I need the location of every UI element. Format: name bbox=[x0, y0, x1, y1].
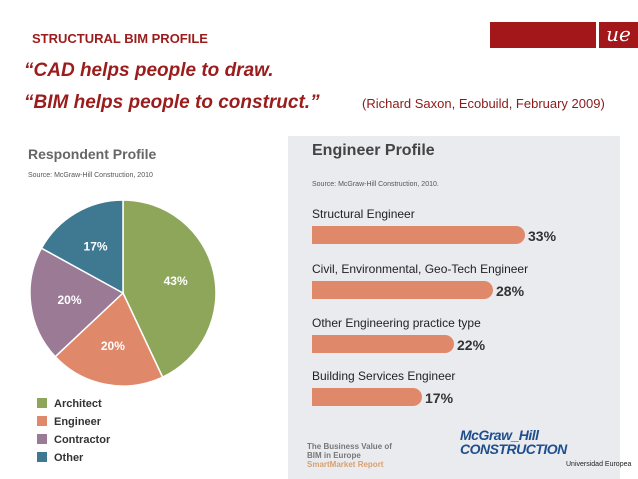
report-line-2: BIM in Europe bbox=[307, 451, 361, 460]
pie-slice-engineer bbox=[54, 291, 164, 387]
publisher-logo: McGraw_Hill CONSTRUCTION bbox=[460, 428, 567, 456]
report-line-1: The Business Value of bbox=[307, 442, 392, 451]
pie-label-architect: 43% bbox=[164, 274, 188, 288]
respondent-profile-title: Respondent Profile bbox=[28, 146, 157, 162]
bar-category-label: Structural Engineer bbox=[312, 207, 415, 221]
pie-slice-other bbox=[40, 199, 124, 295]
pie-label-engineer: 20% bbox=[101, 339, 125, 353]
slide-title: STRUCTURAL BIM PROFILE bbox=[32, 31, 208, 46]
bar-category-label: Civil, Environmental, Geo-Tech Engineer bbox=[312, 262, 529, 276]
bar-structural-engineer bbox=[312, 226, 525, 244]
report-line-3: SmartMarket Report bbox=[307, 460, 384, 469]
legend-label-architect: Architect bbox=[54, 398, 102, 410]
quote-line-2: “BIM helps people to construct.” bbox=[24, 92, 320, 113]
bar-value-label: 33% bbox=[528, 228, 557, 244]
legend-swatch-architect bbox=[37, 398, 47, 408]
pie-slice-architect bbox=[122, 199, 217, 379]
bar-value-label: 22% bbox=[457, 337, 486, 353]
header-bar bbox=[490, 22, 596, 48]
quote-line-1: “CAD helps people to draw. bbox=[24, 60, 274, 81]
bar-building-services bbox=[312, 388, 422, 406]
legend-swatch-engineer bbox=[37, 416, 47, 426]
publisher-line-1: McGraw_Hill bbox=[460, 427, 539, 443]
bar-value-label: 28% bbox=[496, 283, 525, 299]
publisher-line-2: CONSTRUCTION bbox=[460, 441, 567, 457]
respondent-profile-source: Source: McGraw-Hill Construction, 2010 bbox=[28, 172, 153, 179]
legend-swatch-contractor bbox=[37, 434, 47, 444]
legend-label-other: Other bbox=[54, 452, 84, 464]
report-name: The Business Value of BIM in Europe Smar… bbox=[307, 442, 417, 469]
bar-value-label: 17% bbox=[425, 390, 454, 406]
respondent-pie-chart: 43% 20% 20% 17% bbox=[29, 199, 217, 387]
pie-label-contractor: 20% bbox=[57, 293, 81, 307]
legend-label-engineer: Engineer bbox=[54, 416, 102, 428]
legend-item-other: Other bbox=[37, 452, 83, 466]
legend-item-contractor: Contractor bbox=[37, 434, 110, 448]
footer-institution: Universidad Europea bbox=[566, 461, 632, 468]
legend-item-engineer: Engineer bbox=[37, 416, 101, 430]
legend-swatch-other bbox=[37, 452, 47, 462]
legend-label-contractor: Contractor bbox=[54, 434, 111, 446]
bar-category-label: Other Engineering practice type bbox=[312, 316, 481, 330]
pie-slice-contractor bbox=[29, 247, 125, 358]
engineer-profile-title: Engineer Profile bbox=[312, 142, 435, 159]
quote-attribution: (Richard Saxon, Ecobuild, February 2009) bbox=[362, 96, 605, 111]
bar-category-label: Building Services Engineer bbox=[312, 369, 456, 383]
university-logo: ue bbox=[599, 22, 638, 48]
engineer-profile-panel bbox=[288, 136, 620, 479]
engineer-profile-source: Source: McGraw-Hill Construction, 2010. bbox=[312, 181, 439, 188]
legend-item-architect: Architect bbox=[37, 398, 102, 412]
pie-label-other: 17% bbox=[84, 240, 108, 254]
bar-civil-engineer bbox=[312, 281, 493, 299]
bar-other-engineering bbox=[312, 335, 454, 353]
